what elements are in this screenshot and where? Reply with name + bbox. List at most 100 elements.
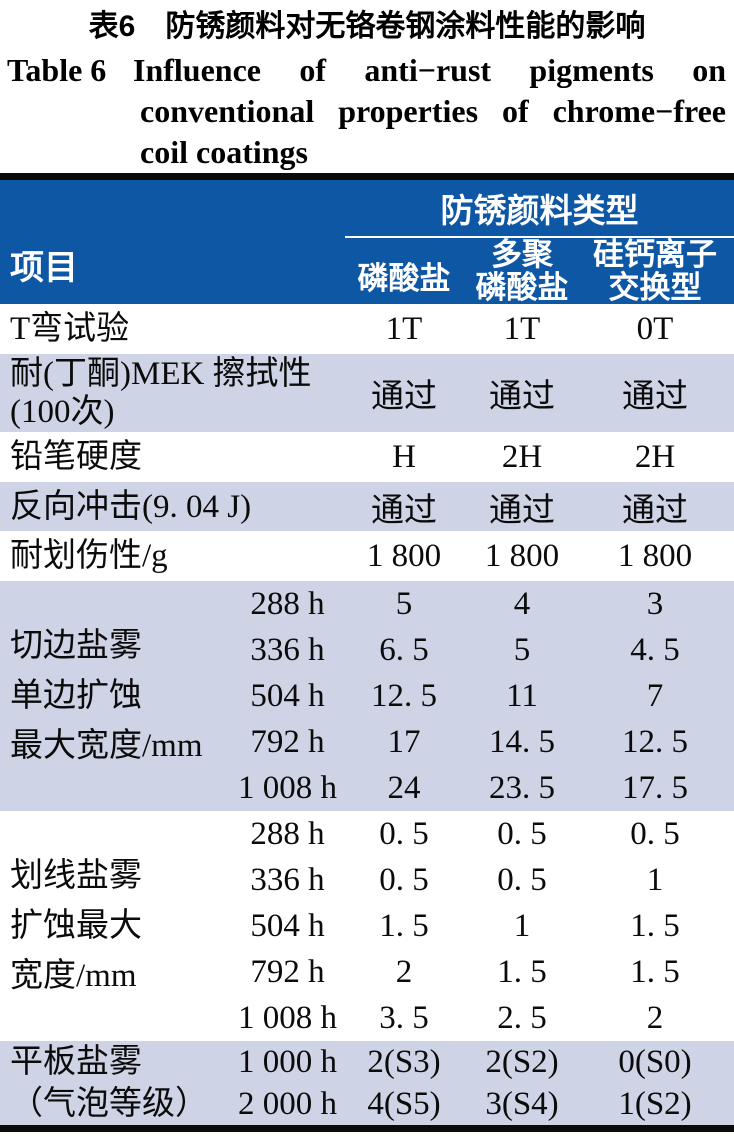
subrow-time: 1 000 h	[238, 1043, 337, 1080]
caption-en-line1: Table 6 Influence of anti−rust pigments …	[0, 50, 734, 91]
subrow-value: 1. 5	[630, 953, 680, 990]
subrow-value: 2. 5	[497, 999, 547, 1036]
caption-zh: 表6 防锈颜料对无铬卷钢涂料性能的影响	[88, 10, 646, 43]
subrow-value: 7	[646, 677, 664, 714]
table-row-pencil-hardness: 铅笔硬度 H 2H 2H	[0, 432, 734, 482]
subrow-value: 23. 5	[489, 769, 555, 806]
row-value: 通过	[371, 492, 437, 529]
table-subrow: 288 h 5 4 3	[230, 581, 734, 627]
table-group-scribe-salt-spray: 划线盐雾 扩蚀最大 宽度/mm 288 h 0. 5 0. 5 0. 5 336…	[0, 811, 734, 1041]
subrow-value: 6. 5	[379, 631, 429, 668]
table-group-flat-panel-salt-spray: 平板盐雾 （气泡等级） 1 000 h 2(S3) 2(S2) 0(S0) 2 …	[0, 1041, 734, 1125]
subrow-value: 2(S3)	[367, 1043, 441, 1080]
row-value: 1 800	[484, 537, 560, 574]
row-value: 1 800	[366, 537, 442, 574]
group-label: 平板盐雾 （气泡等级）	[10, 1044, 208, 1122]
row-label: T弯试验	[10, 311, 130, 347]
group-label: 划线盐雾 扩蚀最大 宽度/mm	[10, 858, 142, 994]
subrow-value: 12. 5	[371, 677, 437, 714]
table-row-mek: 耐(丁酮)MEK 擦拭性 (100次) 通过 通过 通过	[0, 354, 734, 432]
header-pigment-section: 防锈颜料类型 磷酸盐 多聚 磷酸盐 硅钙离子 交换型	[345, 180, 734, 304]
subrow-value: 14. 5	[489, 723, 555, 760]
row-value: 1T	[385, 310, 423, 347]
subrow-value: 3(S4)	[485, 1085, 559, 1122]
table-row-t-bend: T弯试验 1T 1T 0T	[0, 304, 734, 354]
row-label: 耐划伤性/g	[10, 538, 168, 574]
row-value: 1T	[503, 310, 541, 347]
table-subrow: 336 h 0. 5 0. 5 1	[230, 857, 734, 903]
table-subrow: 504 h 1. 5 1 1. 5	[230, 903, 734, 949]
subrow-value: 0. 5	[497, 815, 547, 852]
subrow-value: 5	[513, 631, 531, 668]
row-value: 通过	[371, 379, 437, 415]
subrow-time: 288 h	[250, 585, 325, 622]
row-label: 铅笔硬度	[10, 439, 142, 475]
table-group-cut-edge-salt-spray: 切边盐雾 单边扩蚀 最大宽度/mm 288 h 5 4 3 336 h 6. 5…	[0, 581, 734, 811]
subrow-value: 3. 5	[379, 999, 429, 1036]
header-cell-item: 项目	[10, 249, 78, 287]
subrow-value: 1. 5	[497, 953, 547, 990]
table-subrow: 1 008 h 3. 5 2. 5 2	[230, 995, 734, 1041]
caption-en-table-number: Table 6	[7, 52, 107, 88]
row-label: 反向冲击(9. 04 J)	[10, 488, 252, 525]
subrow-time: 336 h	[250, 631, 325, 668]
row-value: 通过	[622, 379, 688, 415]
subrow-value: 11	[506, 677, 538, 714]
row-value: 2H	[634, 438, 676, 475]
subrow-value: 4. 5	[630, 631, 680, 668]
subrow-value: 1(S2)	[618, 1085, 692, 1122]
caption-en-text-1: Influence of anti−rust pigments on	[133, 52, 726, 88]
subrow-value: 17	[387, 723, 421, 760]
subrow-value: 4	[513, 585, 531, 622]
subrow-time: 504 h	[250, 677, 325, 714]
group-rows: 288 h 5 4 3 336 h 6. 5 5 4. 5 504 h 12. …	[230, 581, 734, 811]
header-cell-phosphate: 磷酸盐	[357, 261, 451, 296]
row-label: 耐(丁酮)MEK 擦拭性 (100次)	[10, 356, 312, 430]
table-subrow: 1 008 h 24 23. 5 17. 5	[230, 765, 734, 811]
header-cell-polyphosphate: 多聚 磷酸盐	[475, 237, 569, 305]
table-subrow: 2 000 h 4(S5) 3(S4) 1(S2)	[230, 1083, 734, 1125]
table-subrow: 792 h 17 14. 5 12. 5	[230, 719, 734, 765]
row-value: 0T	[636, 310, 674, 347]
subrow-time: 2 000 h	[238, 1085, 337, 1122]
subrow-value: 1	[513, 907, 531, 944]
table-subrow: 288 h 0. 5 0. 5 0. 5	[230, 811, 734, 857]
subrow-value: 5	[395, 585, 413, 622]
subrow-time: 288 h	[250, 815, 325, 852]
table-header: 项目 防锈颜料类型 磷酸盐 多聚 磷酸盐 硅钙离子 交换型	[0, 180, 734, 304]
subrow-value: 1. 5	[630, 907, 680, 944]
subrow-value: 2	[646, 999, 664, 1036]
header-cell-pigment-type: 防锈颜料类型	[345, 180, 734, 238]
caption-en-text-2: conventional properties of chrome−free	[140, 93, 726, 129]
subrow-value: 3	[646, 585, 664, 622]
subrow-value: 2(S2)	[485, 1043, 559, 1080]
row-value: 1 800	[617, 537, 693, 574]
subrow-value: 0. 5	[497, 861, 547, 898]
subrow-value: 24	[387, 769, 421, 806]
subrow-time: 792 h	[250, 953, 325, 990]
group-label: 切边盐雾 单边扩蚀 最大宽度/mm	[10, 628, 203, 764]
subrow-value: 0. 5	[630, 815, 680, 852]
subrow-value: 1	[646, 861, 664, 898]
subrow-value: 2	[395, 953, 413, 990]
header-cell-ion-exchange: 硅钙离子 交换型	[593, 237, 717, 305]
row-value: 通过	[489, 492, 555, 529]
subrow-value: 4(S5)	[367, 1085, 441, 1122]
table-row-reverse-impact: 反向冲击(9. 04 J) 通过 通过 通过	[0, 482, 734, 531]
subrow-time: 792 h	[250, 723, 325, 760]
table-row-scratch-resistance: 耐划伤性/g 1 800 1 800 1 800	[0, 531, 734, 581]
subrow-value: 12. 5	[622, 723, 688, 760]
table-subrow: 792 h 2 1. 5 1. 5	[230, 949, 734, 995]
subrow-time: 336 h	[250, 861, 325, 898]
subrow-time: 504 h	[250, 907, 325, 944]
row-value: 2H	[501, 438, 543, 475]
row-value: 通过	[622, 492, 688, 529]
row-value: 通过	[489, 379, 555, 415]
table-top-rule	[0, 173, 734, 180]
subrow-value: 0. 5	[379, 815, 429, 852]
subrow-time: 1 008 h	[238, 769, 337, 806]
subrow-value: 0. 5	[379, 861, 429, 898]
table-subrow: 504 h 12. 5 11 7	[230, 673, 734, 719]
subrow-time: 1 008 h	[238, 999, 337, 1036]
table-caption: 表6 防锈颜料对无铬卷钢涂料性能的影响 Table 6 Influence of…	[0, 0, 734, 173]
